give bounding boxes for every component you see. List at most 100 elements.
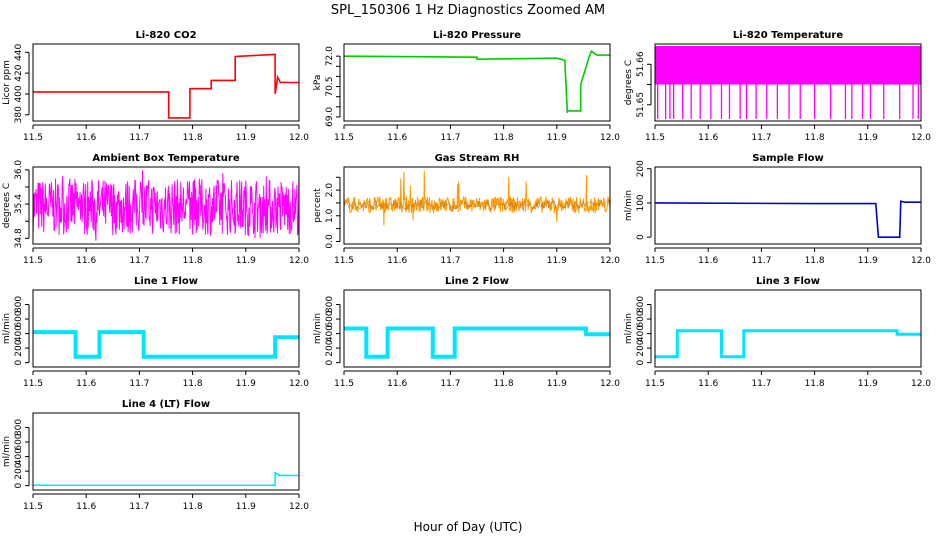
x-tick-label: 12.0 xyxy=(600,133,620,143)
y-tick-label: 400 xyxy=(636,325,646,342)
y-tick-label: 600 xyxy=(14,433,24,450)
series-licor_temp xyxy=(655,46,921,119)
series-line1 xyxy=(33,330,299,359)
x-tick-label: 11.5 xyxy=(23,133,43,143)
x-tick-label: 11.8 xyxy=(183,256,203,266)
y-axis-label: ml/min xyxy=(624,190,634,221)
y-axis-label: ml/min xyxy=(313,313,323,344)
plot-frame xyxy=(343,289,611,368)
y-tick-label: 800 xyxy=(14,419,24,436)
y-tick-label: 600 xyxy=(636,310,646,327)
x-tick-label: 11.5 xyxy=(334,133,354,143)
series-line2 xyxy=(344,326,610,359)
series-rh xyxy=(344,170,610,226)
figure-title: SPL_150306 1 Hz Diagnostics Zoomed AM xyxy=(331,3,605,18)
panel-title: Line 2 Flow xyxy=(445,276,509,287)
x-tick-label: 12.0 xyxy=(600,379,620,389)
x-tick-label: 11.8 xyxy=(805,256,825,266)
x-tick-label: 12.0 xyxy=(911,256,931,266)
y-axis-label: degrees C xyxy=(2,183,12,228)
y-tick-label: 800 xyxy=(636,296,646,313)
plot-frame xyxy=(654,43,922,122)
series-line xyxy=(344,170,610,226)
panel-rh: Gas Stream RH percent 11.5 11.6 11.7 11.8 11.9… xyxy=(313,153,620,266)
y-tick-label: 2.0 xyxy=(325,183,335,198)
series-line xyxy=(344,326,610,359)
y-tick-label: 400 xyxy=(14,448,24,465)
x-tick-label: 11.8 xyxy=(183,502,203,512)
plot-frame xyxy=(32,412,300,491)
x-tick-label: 11.7 xyxy=(751,256,771,266)
panel-title: Sample Flow xyxy=(752,153,824,164)
x-tick-label: 12.0 xyxy=(289,379,309,389)
signal-band xyxy=(655,46,921,85)
x-tick-label: 11.8 xyxy=(494,379,514,389)
x-tick-label: 11.9 xyxy=(547,256,567,266)
panel-licor_temp: Li-820 Temperature degrees C 11.5 11.6 11.7 1… xyxy=(624,30,931,143)
y-tick-label: 600 xyxy=(14,310,24,327)
x-tick-label: 11.8 xyxy=(805,133,825,143)
x-tick-label: 11.6 xyxy=(76,133,96,143)
plot-frame xyxy=(32,43,300,122)
y-tick-label: 51.65 xyxy=(636,92,646,118)
x-tick-label: 11.9 xyxy=(858,256,878,266)
x-tick-label: 11.7 xyxy=(129,133,149,143)
y-tick-label: 200 xyxy=(14,462,24,479)
panel-line2: Line 2 Flow ml/min 11.5 11.6 11.7 11.8 11.9 12.… xyxy=(313,276,620,389)
y-tick-label: 1.0 xyxy=(325,208,335,223)
x-tick-label: 11.9 xyxy=(858,379,878,389)
y-tick-label: 0 xyxy=(14,483,24,489)
plot-frame xyxy=(654,289,922,368)
y-tick-label: 400 xyxy=(325,325,335,342)
chart-panels: Li-820 CO2 Licor ppm 11.5 11.6 11.7 11.8 11.9 1… xyxy=(2,30,931,512)
y-tick-label: 34.8 xyxy=(14,228,24,248)
panel-co2: Li-820 CO2 Licor ppm 11.5 11.6 11.7 11.8 11.9 1… xyxy=(2,30,309,143)
y-tick-label: 400 xyxy=(14,85,24,102)
y-axis-label: ml/min xyxy=(624,313,634,344)
x-tick-label: 11.6 xyxy=(387,133,407,143)
x-tick-label: 11.5 xyxy=(334,379,354,389)
x-tick-label: 11.7 xyxy=(129,502,149,512)
x-tick-label: 11.5 xyxy=(645,379,665,389)
x-axis-title: Hour of Day (UTC) xyxy=(414,520,523,534)
y-tick-label: 0 xyxy=(14,360,24,366)
x-tick-label: 11.5 xyxy=(23,502,43,512)
y-axis-label: ml/min xyxy=(2,436,12,467)
x-tick-label: 11.6 xyxy=(76,379,96,389)
x-tick-label: 11.9 xyxy=(547,379,567,389)
x-tick-label: 11.8 xyxy=(805,379,825,389)
y-axis-label: degrees C xyxy=(624,60,634,105)
y-axis-label: kPa xyxy=(313,75,323,91)
y-tick-label: 800 xyxy=(14,296,24,313)
series-co2 xyxy=(33,53,299,119)
x-tick-label: 11.9 xyxy=(236,502,256,512)
x-tick-label: 11.6 xyxy=(76,502,96,512)
y-axis-label: percent xyxy=(313,188,323,223)
series-line xyxy=(655,329,921,359)
x-tick-label: 11.5 xyxy=(645,133,665,143)
plot-frame xyxy=(343,43,611,122)
x-tick-label: 11.8 xyxy=(494,256,514,266)
x-tick-label: 11.7 xyxy=(440,379,460,389)
panel-title: Line 3 Flow xyxy=(756,276,820,287)
y-tick-label: 0 xyxy=(636,234,646,240)
y-tick-label: 200 xyxy=(636,339,646,356)
x-tick-label: 11.9 xyxy=(858,133,878,143)
y-tick-label: 35.4 xyxy=(14,194,24,214)
series-line3 xyxy=(655,329,921,359)
y-tick-label: 420 xyxy=(14,64,24,81)
panel-title: Line 4 (LT) Flow xyxy=(122,399,210,410)
x-tick-label: 11.6 xyxy=(698,133,718,143)
panel-title: Line 1 Flow xyxy=(134,276,198,287)
x-tick-label: 11.7 xyxy=(751,133,771,143)
series-line4 xyxy=(33,471,299,487)
y-axis-label: ml/min xyxy=(2,313,12,344)
plot-frame xyxy=(32,289,300,368)
series-line xyxy=(33,53,299,119)
x-tick-label: 11.6 xyxy=(698,379,718,389)
x-tick-label: 11.5 xyxy=(23,379,43,389)
x-tick-label: 11.7 xyxy=(440,256,460,266)
panel-title: Li-820 CO2 xyxy=(135,30,196,41)
x-tick-label: 12.0 xyxy=(911,379,931,389)
